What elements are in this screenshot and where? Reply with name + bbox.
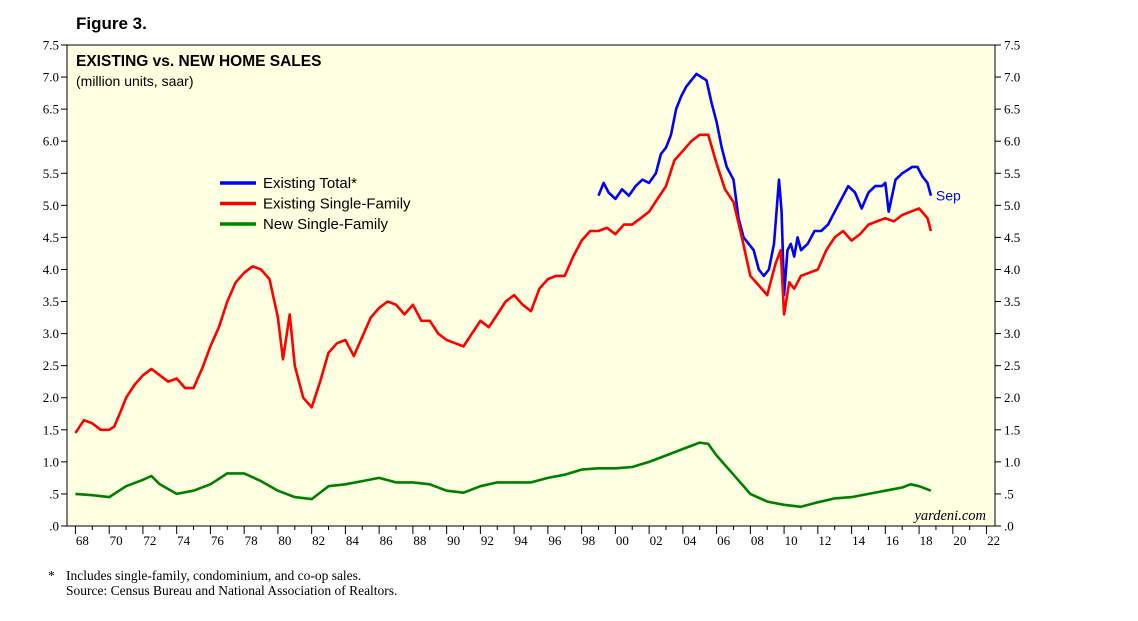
plot-area bbox=[66, 44, 996, 527]
x-tick-label: 74 bbox=[177, 533, 191, 548]
y-tick-right-label: 5.0 bbox=[1004, 198, 1020, 213]
y-tick-left-label: 1.0 bbox=[43, 454, 59, 469]
y-tick-right-label: 3.0 bbox=[1004, 326, 1020, 341]
y-axis-left: .0 .5 1.0 1.5 2.0 2.5 3.0 3.5 4.0 4.5 5.0 5.5 6.0 6.5… bbox=[43, 38, 67, 534]
y-tick-right-label: .5 bbox=[1004, 486, 1014, 501]
y-tick-left-label: 2.5 bbox=[43, 358, 59, 373]
x-tick-label: 92 bbox=[481, 533, 494, 548]
x-tick-label: 68 bbox=[76, 533, 89, 548]
y-tick-right-label: 7.5 bbox=[1004, 38, 1020, 53]
x-tick-label: 96 bbox=[548, 533, 562, 548]
x-tick-label: 86 bbox=[380, 533, 394, 548]
chart-title: EXISTING vs. NEW HOME SALES bbox=[76, 53, 321, 70]
x-tick-label: 88 bbox=[413, 533, 426, 548]
x-tick-label: 80 bbox=[278, 533, 291, 548]
x-tick-label: 76 bbox=[211, 533, 225, 548]
y-tick-left-label: 1.5 bbox=[43, 422, 59, 437]
y-tick-left-label: 6.5 bbox=[43, 102, 59, 117]
y-tick-left-label: .0 bbox=[49, 519, 59, 534]
y-tick-left-label: 6.0 bbox=[43, 134, 59, 149]
x-tick-label: 10 bbox=[785, 533, 798, 548]
y-tick-right-label: 7.0 bbox=[1004, 70, 1020, 85]
x-tick-label: 94 bbox=[515, 533, 529, 548]
x-tick-label: 16 bbox=[886, 533, 900, 548]
x-tick-label: 98 bbox=[582, 533, 595, 548]
footnote-star: * bbox=[48, 568, 55, 583]
y-tick-right-label: 1.0 bbox=[1004, 454, 1020, 469]
series-line-existing-single-family bbox=[74, 133, 933, 434]
y-tick-left-label: .5 bbox=[49, 486, 59, 501]
figure-title: Figure 3. bbox=[76, 14, 147, 33]
footnote-line1: Includes single-family, condominium, and… bbox=[66, 568, 362, 583]
x-tick-label: 84 bbox=[346, 533, 360, 548]
footnote-line2: Source: Census Bureau and National Assoc… bbox=[66, 583, 398, 598]
x-tick-label: 00 bbox=[616, 533, 629, 548]
x-tick-label: 08 bbox=[751, 533, 764, 548]
y-tick-left-label: 3.5 bbox=[43, 294, 59, 309]
y-tick-left-label: 7.0 bbox=[43, 70, 59, 85]
series-line-existing-total bbox=[597, 72, 933, 297]
y-tick-left-label: 7.5 bbox=[43, 38, 59, 53]
x-tick-label: 78 bbox=[245, 533, 258, 548]
y-tick-right-label: 3.5 bbox=[1004, 294, 1020, 309]
x-tick-label: 72 bbox=[143, 533, 156, 548]
y-tick-left-label: 3.0 bbox=[43, 326, 59, 341]
x-tick-label: 02 bbox=[650, 533, 663, 548]
y-axis-right: .0 .5 1.0 1.5 2.0 2.5 3.0 3.5 4.0 4.5 5.0 5.5 6.0 6.5… bbox=[995, 38, 1020, 534]
x-tick-label: 18 bbox=[920, 533, 933, 548]
x-tick-label: 14 bbox=[852, 533, 866, 548]
y-tick-right-label: 6.5 bbox=[1004, 102, 1020, 117]
series-line-new-single-family bbox=[75, 441, 932, 509]
y-tick-left-label: 2.0 bbox=[43, 390, 59, 405]
footnote: * Includes single-family, condominium, an… bbox=[48, 568, 397, 598]
x-tick-label: 82 bbox=[312, 533, 325, 548]
y-tick-right-label: 2.0 bbox=[1004, 390, 1020, 405]
x-tick-label: 12 bbox=[818, 533, 831, 548]
y-tick-right-label: 5.5 bbox=[1004, 166, 1020, 181]
x-tick-label: 06 bbox=[717, 533, 731, 548]
x-tick-label: 22 bbox=[987, 533, 1000, 548]
y-tick-right-label: 1.5 bbox=[1004, 422, 1020, 437]
x-tick-label: 70 bbox=[110, 533, 123, 548]
series-group bbox=[74, 72, 933, 509]
y-tick-right-label: .0 bbox=[1004, 519, 1014, 534]
y-tick-left-label: 5.5 bbox=[43, 166, 59, 181]
y-tick-right-label: 6.0 bbox=[1004, 134, 1020, 149]
x-tick-label: 90 bbox=[447, 533, 460, 548]
x-tick-label: 04 bbox=[683, 533, 697, 548]
legend-label: Existing Total* bbox=[263, 175, 357, 192]
y-tick-left-label: 4.5 bbox=[43, 230, 59, 245]
end-label-sep: Sep bbox=[936, 188, 961, 204]
x-axis: 68 70 72 74 76 78 80 82 84 86 88 90 92 94 96 98 00 02 04 06… bbox=[74, 526, 1000, 548]
chart-subtitle: (million units, saar) bbox=[76, 73, 193, 89]
legend-label: New Single-Family bbox=[263, 216, 389, 233]
x-tick-label: 20 bbox=[953, 533, 966, 548]
y-tick-left-label: 5.0 bbox=[43, 198, 59, 213]
y-tick-right-label: 4.0 bbox=[1004, 262, 1020, 277]
y-tick-left-label: 4.0 bbox=[43, 262, 59, 277]
y-tick-right-label: 2.5 bbox=[1004, 358, 1020, 373]
legend-label: Existing Single-Family bbox=[263, 196, 411, 213]
legend: Existing Total* Existing Single-Family New… bbox=[220, 175, 411, 233]
watermark: yardeni.com bbox=[912, 508, 986, 524]
y-tick-right-label: 4.5 bbox=[1004, 230, 1020, 245]
